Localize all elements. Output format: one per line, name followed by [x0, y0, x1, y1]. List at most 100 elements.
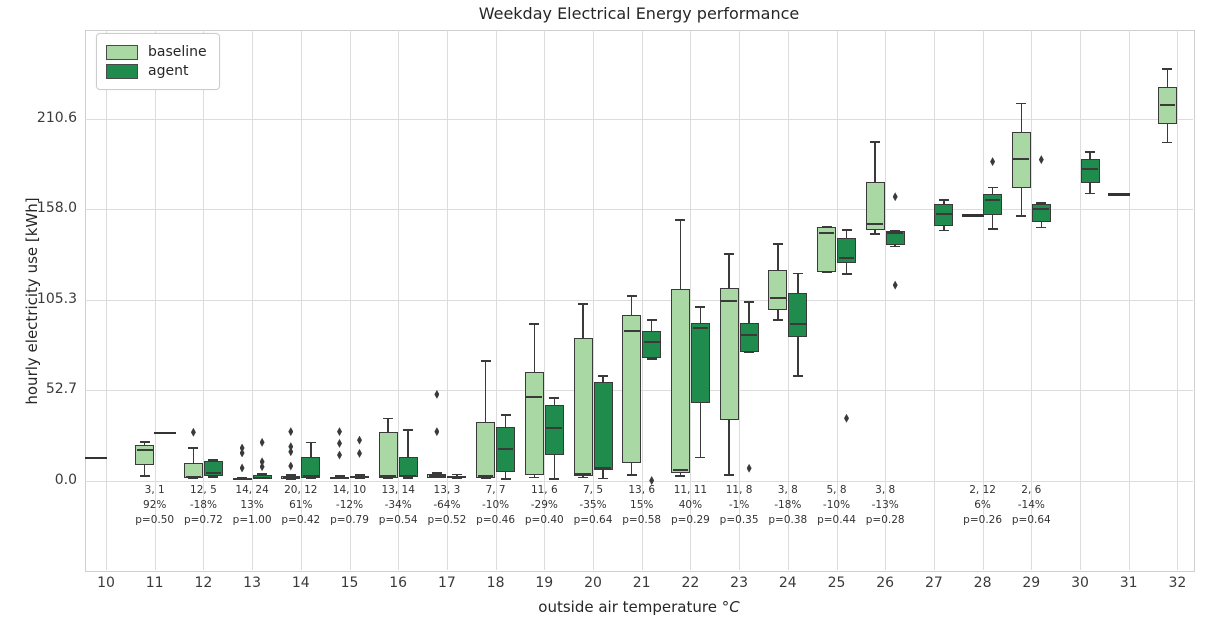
agent-t14-box [301, 456, 321, 478]
annotation-t29-line1: 2, 6 [1021, 484, 1042, 496]
agent-t13-whisker-cap-bottom [257, 477, 268, 480]
legend: baseline agent [96, 33, 220, 90]
baseline-t11-median [136, 449, 153, 452]
annotation-t17-line1: 13, 3 [433, 484, 461, 496]
agent-t13-outlier [259, 437, 265, 447]
x-gridline [1177, 30, 1179, 570]
x-tick-label: 14 [291, 575, 310, 591]
x-gridline [885, 30, 887, 570]
chart-title: Weekday Electrical Energy performance [478, 4, 800, 23]
x-tick-label: 18 [486, 575, 505, 591]
x-gridline [836, 30, 838, 570]
agent-t21-whisker-cap-top [646, 319, 657, 322]
agent-t16-box [398, 456, 418, 478]
baseline-t15-outlier [337, 438, 342, 448]
annotation-t12-line1: 12, 5 [190, 484, 217, 496]
annotation-t18-line1: 7, 7 [485, 484, 506, 496]
agent-t20-median [595, 467, 611, 470]
agent-t21-whisker-cap-bottom [646, 358, 657, 360]
agent-t13-outlier [259, 457, 265, 467]
agent-t13-median [254, 476, 270, 479]
annotation-t13-line2: 13% [240, 499, 264, 511]
y-tick-label: 0.0 [54, 472, 77, 488]
baseline-t29-whisker-cap-top [1016, 102, 1027, 105]
baseline-t22-median [672, 469, 689, 471]
agent-t26-whisker-cap-top [890, 230, 901, 232]
agent-t29-outlier [1038, 155, 1044, 165]
agent-t26-outlier [892, 280, 898, 290]
annotation-t11-line3: p=0.50 [135, 514, 175, 526]
annotation-t26-line2: -13% [871, 499, 899, 511]
x-tick-label: 21 [632, 575, 651, 591]
x-gridline [300, 30, 302, 570]
baseline-t23-whisker-cap-top [724, 253, 735, 256]
y-tick-label: 210.6 [36, 110, 77, 127]
x-gridline [106, 30, 107, 570]
x-tick-label: 20 [584, 575, 602, 591]
agent-t23-whisker-cap-bottom [744, 351, 755, 353]
annotation-t12-line3: p=0.72 [183, 514, 223, 526]
x-tick-label: 25 [827, 575, 846, 591]
agent-t19-median [546, 426, 563, 429]
annotation-t26-line1: 3, 8 [875, 484, 896, 496]
baseline-t23-whisker-cap-bottom [724, 474, 735, 476]
y-tick-label: 52.7 [45, 381, 77, 398]
x-tick-label: 13 [243, 575, 261, 591]
agent-t28-whisker-cap-bottom [987, 228, 998, 231]
baseline-t12-whisker [192, 446, 195, 479]
agent-t16-median [400, 474, 417, 477]
agent-t30-whisker-cap-bottom [1085, 192, 1095, 195]
agent-t15-outlier [357, 435, 362, 445]
x-tick-label: 26 [876, 575, 895, 591]
baseline-t16-whisker-cap-top [383, 417, 394, 420]
agent-t21-median [643, 340, 660, 343]
annotation-t24-line1: 3, 8 [777, 484, 798, 496]
agent-t15-median [351, 476, 368, 479]
baseline-t25-whisker-cap-top [821, 225, 832, 228]
baseline-t20-box [573, 338, 593, 476]
agent-t13-outlier [259, 462, 265, 472]
x-axis-label-unit: C [729, 598, 740, 616]
baseline-t26-box [865, 181, 885, 231]
agent-t26-outlier [892, 192, 898, 202]
baseline-t21-whisker-cap-top [626, 295, 637, 297]
annotation-t23-line2: -1% [728, 499, 750, 511]
agent-t26-whisker-cap-bottom [890, 245, 901, 248]
baseline-t25-median [818, 232, 835, 235]
y-tick-label: 105.3 [36, 291, 77, 308]
baseline-t13-outlier [239, 463, 245, 473]
baseline-t15-outlier [337, 450, 342, 460]
agent-t22-box [690, 322, 710, 403]
baseline-t15-median [331, 476, 348, 479]
agent-t20-whisker-cap-top [598, 374, 608, 377]
agent-t11-flat-line [153, 431, 176, 435]
agent-t17-whisker-cap-top [451, 473, 462, 476]
baseline-t20-whisker-cap-bottom [578, 476, 588, 479]
annotation-t19-line1: 11, 6 [530, 484, 558, 496]
agent-t25-whisker-cap-bottom [841, 273, 852, 276]
agent-t15-outlier [357, 448, 362, 458]
annotation-t28-line3: p=0.26 [963, 514, 1003, 526]
x-gridline [739, 30, 741, 570]
annotation-t14-line2: 61% [289, 499, 313, 511]
baseline-t24-median [769, 296, 786, 299]
baseline-t22-whisker-cap-bottom [675, 475, 686, 477]
agent-t22-whisker-cap-bottom [695, 456, 706, 459]
agent-t22-whisker-cap-top [695, 306, 706, 308]
baseline-t14-outlier [288, 427, 294, 437]
agent-t18-whisker-cap-top [500, 414, 511, 416]
agent-t24-box [788, 292, 808, 337]
agent-t17-median [449, 475, 465, 478]
annotation-t17-line3: p=0.52 [427, 514, 467, 526]
annotation-t28-line1: 2, 12 [969, 484, 996, 496]
x-tick-label: 12 [194, 575, 213, 591]
x-tick-label: 28 [973, 575, 992, 591]
baseline-t12-outlier [190, 427, 196, 437]
agent-t22-median [692, 327, 709, 330]
x-gridline [349, 30, 351, 570]
baseline-t12-whisker-cap-bottom [188, 477, 199, 479]
baseline-t18-median [477, 474, 494, 477]
x-tick-label: 27 [924, 575, 943, 591]
annotation-t16-line2: -34% [384, 499, 412, 511]
